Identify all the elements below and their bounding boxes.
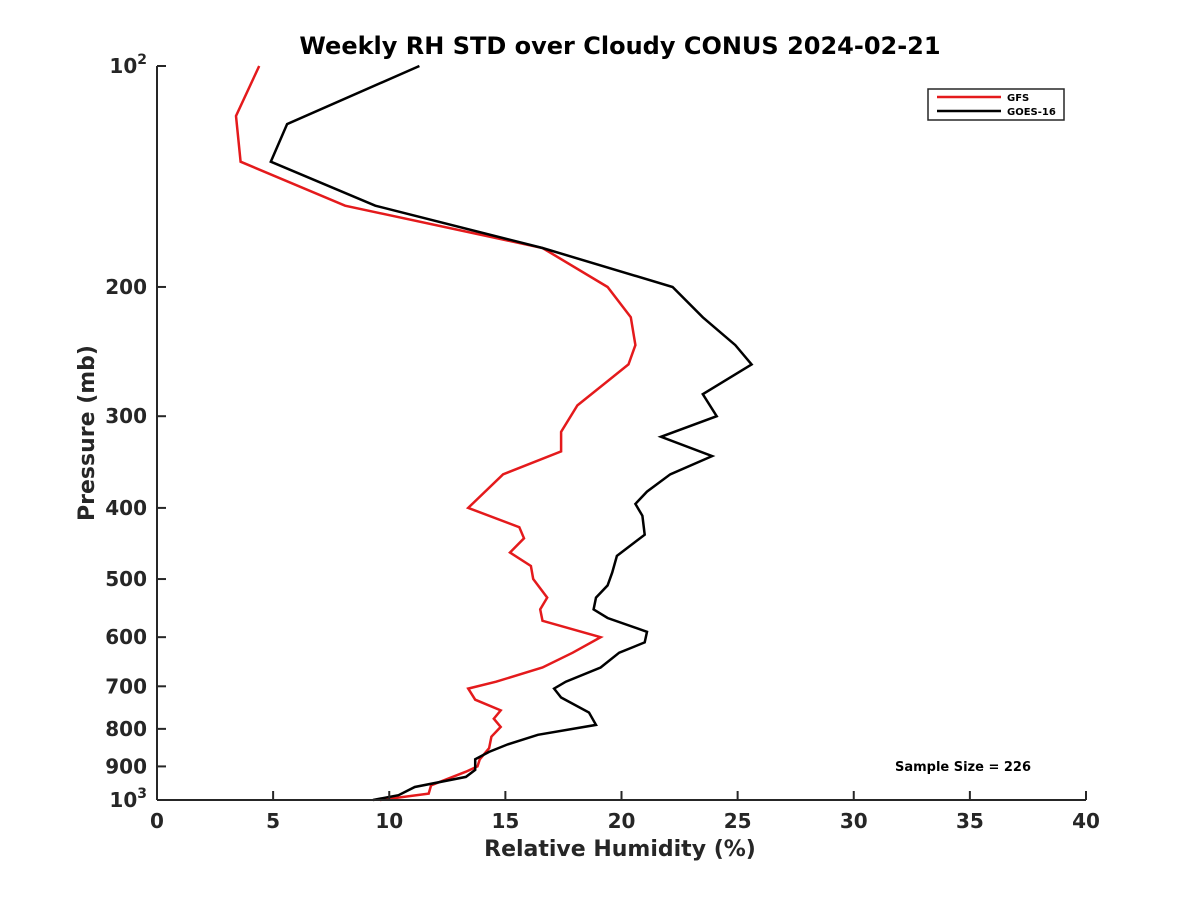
- y-tick-label: 900: [105, 754, 147, 778]
- series-line-goes-16: [269, 64, 754, 802]
- series-line-gfs: [234, 65, 637, 802]
- x-tick-label: 0: [150, 809, 164, 833]
- plot-lines: [234, 64, 754, 802]
- chart-title: Weekly RH STD over Cloudy CONUS 2024-02-…: [299, 32, 940, 60]
- x-tick-label: 10: [375, 809, 403, 833]
- y-axis-label: Pressure (mb): [75, 345, 100, 521]
- x-tick-label: 15: [491, 809, 519, 833]
- x-tick-label: 30: [840, 809, 868, 833]
- legend-label: GFS: [1007, 93, 1029, 104]
- y-tick-label: 600: [105, 625, 147, 649]
- axes: 0 5 10 15 20 25 30 35 40 102 200 300 400 500 600 700 800…: [105, 52, 1100, 833]
- sample-size-annotation: Sample Size = 226: [895, 760, 1031, 775]
- legend: GFS GOES-16: [927, 88, 1065, 121]
- legend-label: GOES-16: [1007, 107, 1056, 118]
- y-tick-label: 103: [109, 786, 147, 812]
- y-tick-label: 300: [105, 404, 147, 428]
- x-tick-label: 20: [608, 809, 636, 833]
- x-axis-label: Relative Humidity (%): [484, 837, 756, 862]
- y-tick-label: 102: [109, 52, 147, 78]
- x-tick-label: 40: [1072, 809, 1100, 833]
- y-tick-label: 700: [105, 674, 147, 698]
- y-tick-label: 500: [105, 567, 147, 591]
- y-tick-label: 800: [105, 717, 147, 741]
- legend-box: [927, 88, 1065, 121]
- x-tick-label: 25: [724, 809, 752, 833]
- x-tick-label: 5: [266, 809, 280, 833]
- y-tick-label: 200: [105, 275, 147, 299]
- y-tick-label: 400: [105, 496, 147, 520]
- x-tick-label: 35: [956, 809, 984, 833]
